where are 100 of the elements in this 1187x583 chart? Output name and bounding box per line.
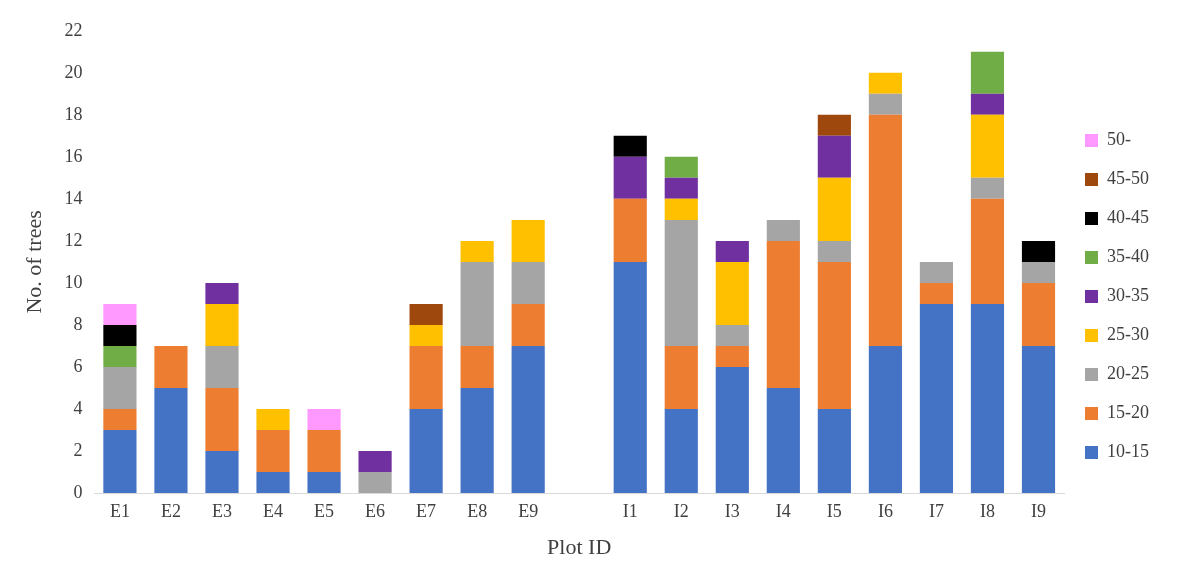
bar: [103, 324, 137, 346]
y-tick-label: 8: [73, 313, 83, 334]
bar: [409, 345, 443, 409]
y-axis-title: No. of trees: [20, 210, 46, 314]
y-tick-label: 16: [64, 145, 83, 166]
bar: [409, 303, 443, 325]
bar: [205, 450, 239, 493]
bar: [970, 303, 1005, 493]
bar: [766, 387, 800, 493]
bar: [460, 345, 494, 388]
y-tick-label: 6: [73, 355, 83, 376]
bar: [970, 177, 1005, 199]
bar: [766, 219, 800, 241]
legend-label: 35-40: [1107, 246, 1150, 267]
x-tick-label: I5: [826, 500, 842, 521]
bar: [1021, 261, 1056, 283]
bar: [256, 408, 290, 430]
bar: [103, 408, 137, 430]
bar: [664, 177, 698, 199]
bar: [154, 345, 188, 388]
bar: [460, 240, 494, 262]
bar: [613, 261, 647, 493]
x-tick-label: E8: [467, 500, 488, 521]
bar: [409, 324, 443, 346]
x-tick-label: I2: [673, 500, 689, 521]
x-tick-label: I9: [1030, 500, 1046, 521]
bar: [868, 345, 902, 493]
x-tick-label: E7: [416, 500, 437, 521]
y-tick-label: 14: [64, 187, 83, 208]
y-tick-label: 2: [73, 439, 83, 460]
bar: [817, 408, 851, 493]
bar: [307, 471, 341, 493]
x-tick-label: I4: [775, 500, 791, 521]
bar: [715, 324, 749, 346]
x-tick-label: I3: [724, 500, 740, 521]
legend-label: 50-: [1107, 129, 1132, 150]
x-tick-label: I6: [877, 500, 893, 521]
bar: [970, 93, 1005, 115]
x-tick-label: I7: [928, 500, 944, 521]
legend-label: 20-25: [1107, 363, 1150, 384]
bar: [919, 303, 954, 493]
bar: [103, 303, 137, 325]
y-tick-label: 22: [64, 19, 83, 40]
bar: [664, 219, 698, 346]
legend-label: 15-20: [1107, 402, 1150, 423]
bar: [205, 282, 239, 304]
bar: [154, 387, 188, 493]
bar: [613, 156, 647, 199]
y-tick-label: 12: [64, 229, 83, 250]
legend-label: 25-30: [1107, 324, 1150, 345]
bar: [613, 198, 647, 262]
bar: [664, 198, 698, 220]
x-tick-label: E4: [263, 500, 284, 521]
x-tick-label: E3: [211, 500, 232, 521]
bar: [817, 135, 851, 178]
bar: [817, 177, 851, 241]
bar: [358, 450, 392, 472]
bar: [358, 471, 392, 493]
bar: [919, 282, 954, 304]
bar: [715, 261, 749, 325]
bar: [715, 366, 749, 493]
bar: [307, 429, 341, 472]
bar: [919, 261, 954, 283]
bar: [868, 93, 902, 115]
y-tick-label: 0: [73, 481, 83, 502]
x-tick-label: E9: [518, 500, 539, 521]
bar: [970, 51, 1005, 94]
bar: [511, 261, 545, 304]
bar: [1021, 282, 1056, 346]
bar: [1021, 345, 1056, 493]
bar: [970, 198, 1005, 304]
bar: [664, 156, 698, 178]
x-tick-label: E1: [109, 500, 130, 521]
legend-label: 30-35: [1107, 285, 1150, 306]
bar: [715, 240, 749, 262]
bar: [868, 114, 902, 346]
x-tick-label: I8: [979, 500, 995, 521]
legend-label: 40-45: [1107, 207, 1150, 228]
x-tick-label: E6: [365, 500, 386, 521]
bar: [409, 408, 443, 493]
bar: [766, 240, 800, 388]
bar: [103, 429, 137, 493]
legend-label: 45-50: [1107, 168, 1150, 189]
bar: [715, 345, 749, 367]
bar: [256, 471, 290, 493]
bar: [817, 240, 851, 262]
bar: [103, 366, 137, 409]
bar: [817, 261, 851, 409]
y-tick-label: 20: [64, 61, 83, 82]
x-axis-title: Plot ID: [547, 533, 612, 559]
bar: [868, 72, 902, 94]
bar: [970, 114, 1005, 178]
bar: [511, 219, 545, 262]
bar: [205, 303, 239, 346]
y-tick-label: 4: [73, 397, 83, 418]
legend-label: 10-15: [1107, 441, 1150, 462]
bar: [205, 345, 239, 388]
y-tick-label: 18: [64, 103, 83, 124]
x-tick-label: I1: [622, 500, 638, 521]
bar: [817, 114, 851, 136]
